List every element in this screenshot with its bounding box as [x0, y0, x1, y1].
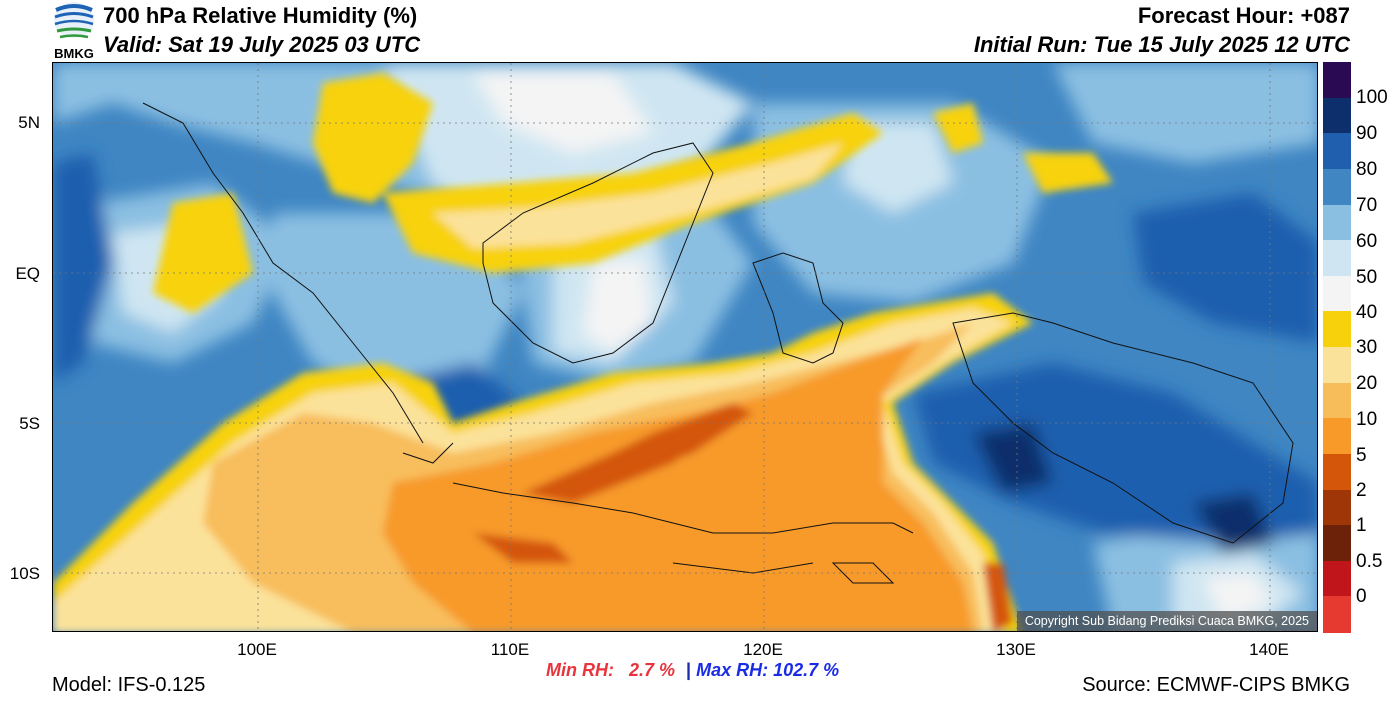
colorbar-segment — [1323, 62, 1351, 99]
lat-label-eq: EQ — [15, 264, 40, 283]
colorbar-label: 2 — [1356, 480, 1367, 501]
colorbar-label: 10 — [1356, 409, 1378, 430]
map-title: 700 hPa Relative Humidity (%) — [103, 3, 418, 28]
stats-separator: | — [686, 660, 692, 680]
lat-label-10s: 10S — [9, 564, 40, 583]
source-info: Source: ECMWF-CIPS BMKG — [1082, 674, 1350, 696]
colorbar-label: 1 — [1356, 515, 1367, 536]
colorbar-label: 80 — [1356, 159, 1378, 180]
colorbar-label: 70 — [1356, 195, 1378, 216]
colorbar-segment — [1323, 525, 1351, 562]
lon-label-120e: 120E — [743, 640, 783, 659]
rh-stats: Min RH: 2.7 % | Max RH: 102.7 % — [546, 660, 839, 681]
max-rh-value: 102.7 % — [773, 660, 840, 680]
coastlines — [142, 102, 1294, 584]
forecast-hour: Forecast Hour: +087 — [1137, 3, 1350, 28]
lat-label-5n: 5N — [18, 113, 40, 132]
colorbar-label: 100 — [1356, 87, 1388, 108]
min-rh-value: 2.7 % — [629, 660, 676, 680]
graticule — [53, 63, 1317, 631]
humidity-map: Copyright Sub Bidang Prediksi Cuaca BMKG… — [52, 62, 1318, 632]
colorbar-segment — [1323, 382, 1351, 419]
colorbar-label: 40 — [1356, 302, 1378, 323]
colorbar-segment — [1323, 489, 1351, 526]
colorbar-segment — [1323, 311, 1351, 348]
lon-label-110e: 110E — [490, 640, 530, 659]
colorbar-label: 5 — [1356, 445, 1367, 466]
colorbar-segment — [1323, 97, 1351, 134]
initial-run: Initial Run: Tue 15 July 2025 12 UTC — [973, 32, 1350, 57]
colorbar-segment — [1323, 275, 1351, 312]
colorbar-label: 0.5 — [1356, 551, 1383, 572]
max-rh-label: Max RH: — [696, 660, 769, 680]
colorbar-segment — [1323, 418, 1351, 455]
logo-text: BMKG — [54, 46, 94, 60]
valid-time: Valid: Sat 19 July 2025 03 UTC — [103, 32, 421, 57]
colorbar-label: 50 — [1356, 267, 1378, 288]
colorbar-segment — [1323, 560, 1351, 597]
colorbar-label: 0 — [1356, 586, 1367, 607]
colorbar-segment — [1323, 240, 1351, 277]
colorbar-label: 30 — [1356, 337, 1378, 358]
copyright-notice: Copyright Sub Bidang Prediksi Cuaca BMKG… — [1016, 611, 1317, 631]
colorbar-label: 60 — [1356, 231, 1378, 252]
colorbar-label: 90 — [1356, 123, 1378, 144]
lat-label-5s: 5S — [19, 414, 40, 433]
colorbar — [1323, 62, 1351, 633]
colorbar-segment — [1323, 347, 1351, 384]
model-info: Model: IFS-0.125 — [52, 674, 206, 696]
colorbar-label: 20 — [1356, 373, 1378, 394]
colorbar-segment — [1323, 453, 1351, 490]
colorbar-segment — [1323, 204, 1351, 241]
lon-label-130e: 130E — [996, 640, 1036, 659]
min-rh-label: Min RH: — [546, 660, 614, 680]
colorbar-segment — [1323, 133, 1351, 170]
lon-label-100e: 100E — [237, 640, 277, 659]
colorbar-segment — [1323, 168, 1351, 205]
bmkg-logo: BMKG — [50, 0, 100, 61]
lon-label-140e: 140E — [1249, 640, 1289, 659]
colorbar-segment — [1323, 596, 1351, 633]
